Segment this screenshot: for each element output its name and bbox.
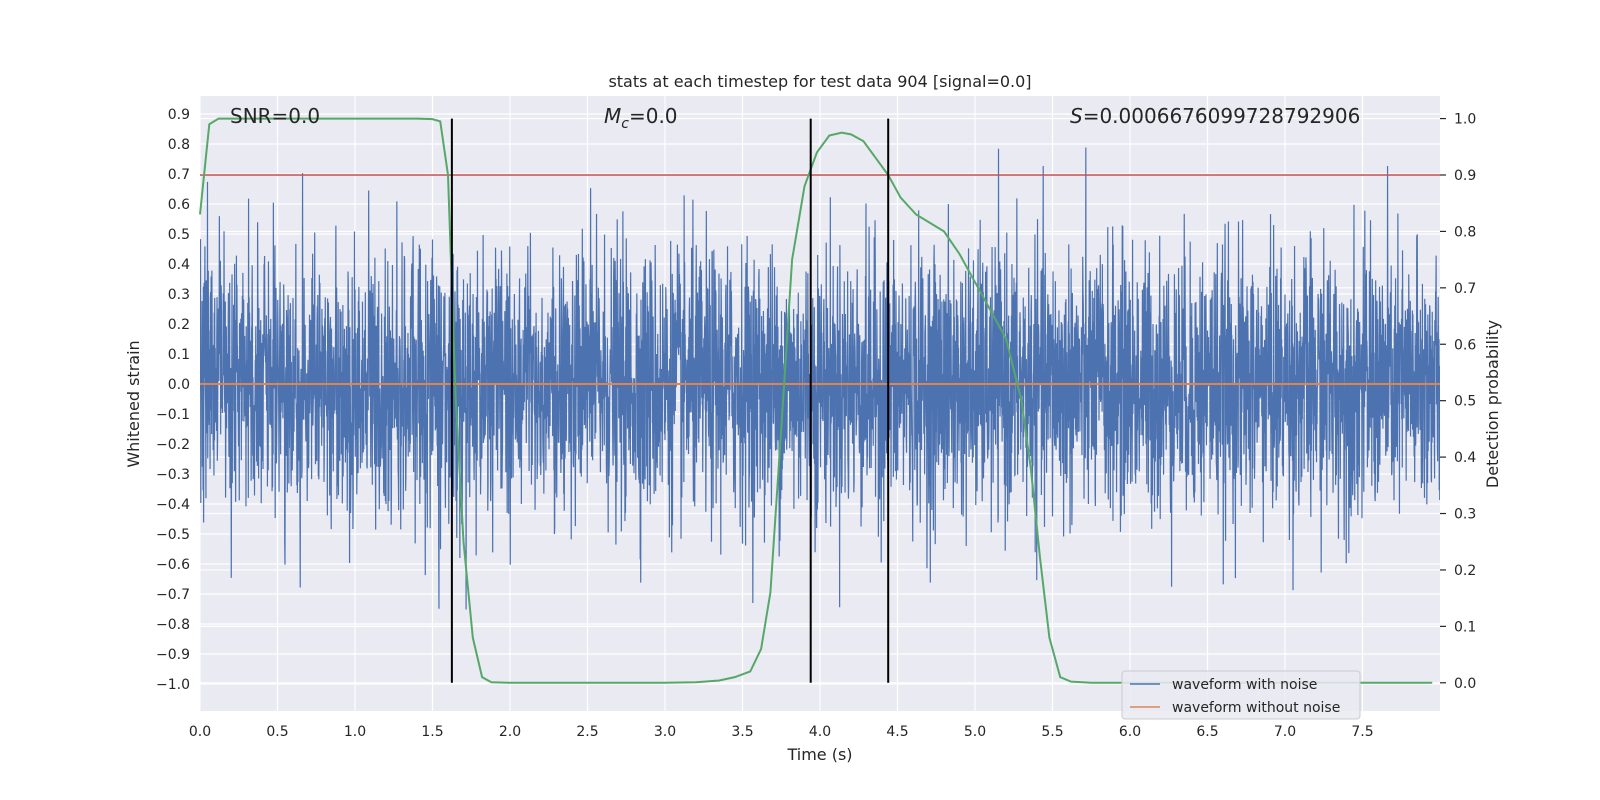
right-y-tick-label: 0.1 [1454, 619, 1476, 635]
x-tick-label: 1.0 [344, 724, 366, 740]
left-y-tick-label: −1.0 [156, 677, 190, 693]
left-y-tick-label: 0.2 [168, 317, 190, 333]
x-tick-label: 7.5 [1351, 724, 1373, 740]
snr-annotation: SNR=0.0 [230, 104, 320, 128]
left-y-tick-label: 0.9 [168, 107, 190, 123]
right-y-axis-label: Detection probability [1483, 320, 1502, 488]
x-tick-label: 2.0 [499, 724, 521, 740]
right-y-axis-ticks: 1.0 0.9 0.8 0.7 0.6 0.5 0.4 0.3 0.2 0.1 0.0 [1440, 112, 1476, 692]
legend-label-noisy: waveform with noise [1172, 677, 1317, 693]
left-y-axis-ticks: 0.9 0.8 0.7 0.6 0.5 0.4 0.3 0.2 0.1 0.0 −0.1 −0.2 −0… [156, 107, 190, 693]
left-y-axis-label: Whitened strain [124, 340, 143, 467]
left-y-tick-label: −0.5 [156, 527, 190, 543]
s-annotation: S=0.0006676099728792906 [1070, 104, 1360, 128]
right-y-tick-label: 1.0 [1454, 112, 1476, 128]
vertical-markers [450, 118, 890, 683]
right-y-tick-label: 0.8 [1454, 224, 1476, 240]
x-tick-label: 5.0 [964, 724, 986, 740]
legend-box [1121, 670, 1361, 720]
left-y-tick-label: 0.5 [168, 227, 190, 243]
x-axis-label: Time (s) [786, 745, 852, 764]
x-tick-label: 1.5 [421, 724, 443, 740]
right-y-tick-label: 0.4 [1454, 450, 1476, 466]
legend: waveform with noise waveform without noi… [1121, 670, 1361, 720]
left-y-tick-label: 0.1 [168, 347, 190, 363]
left-y-tick-label: 0.8 [168, 137, 190, 153]
left-y-tick-label: −0.3 [156, 467, 190, 483]
left-y-tick-label: −0.2 [156, 437, 190, 453]
left-y-tick-label: −0.7 [156, 587, 190, 603]
left-y-tick-label: −0.9 [156, 647, 190, 663]
left-y-tick-label: 0.0 [168, 377, 190, 393]
x-axis-ticks: 0.0 0.5 1.0 1.5 2.0 2.5 3.0 3.5 4.0 4.5 5.0 5.5 6.0 6… [189, 724, 1374, 740]
chirp-mass-value: =0.0 [629, 104, 678, 128]
s-value: =0.0006676099728792906 [1083, 104, 1361, 128]
x-tick-label: 2.5 [576, 724, 598, 740]
chart-title: stats at each timestep for test data 904… [608, 72, 1031, 91]
detection-probability-series [199, 117, 1433, 684]
chirp-mass-annotation: Mc=0.0 [604, 104, 678, 132]
chirp-mass-symbol: M [604, 104, 621, 128]
right-y-tick-label: 0.0 [1454, 676, 1476, 692]
left-y-tick-label: −0.4 [156, 497, 190, 513]
left-y-tick-label: 0.3 [168, 287, 190, 303]
legend-label-clean: waveform without noise [1172, 700, 1340, 716]
left-y-tick-label: 0.6 [168, 197, 190, 213]
x-tick-label: 0.0 [189, 724, 211, 740]
chirp-mass-subscript: c [621, 116, 629, 132]
left-y-tick-label: 0.4 [168, 257, 190, 273]
noisy-waveform-line [200, 147, 1440, 610]
left-y-tick-label: −0.6 [156, 557, 190, 573]
x-tick-label: 5.5 [1041, 724, 1063, 740]
detection-probability-line [199, 117, 1433, 684]
right-y-tick-label: 0.5 [1454, 394, 1476, 410]
x-tick-label: 7.0 [1274, 724, 1296, 740]
right-y-tick-label: 0.6 [1454, 337, 1476, 353]
noisy-waveform-series [200, 147, 1440, 610]
x-tick-label: 4.5 [886, 724, 908, 740]
right-y-tick-label: 0.2 [1454, 563, 1476, 579]
x-tick-label: 4.0 [809, 724, 831, 740]
x-tick-label: 3.5 [731, 724, 753, 740]
x-tick-label: 6.5 [1196, 724, 1218, 740]
right-y-tick-label: 0.7 [1454, 281, 1476, 297]
left-y-tick-label: 0.7 [168, 167, 190, 183]
x-tick-label: 3.0 [654, 724, 676, 740]
x-tick-label: 6.0 [1119, 724, 1141, 740]
right-y-tick-label: 0.3 [1454, 507, 1476, 523]
right-y-tick-label: 0.9 [1454, 168, 1476, 184]
left-y-tick-label: −0.8 [156, 617, 190, 633]
s-symbol: S [1070, 104, 1083, 128]
x-tick-label: 0.5 [266, 724, 288, 740]
left-y-tick-label: −0.1 [156, 407, 190, 423]
